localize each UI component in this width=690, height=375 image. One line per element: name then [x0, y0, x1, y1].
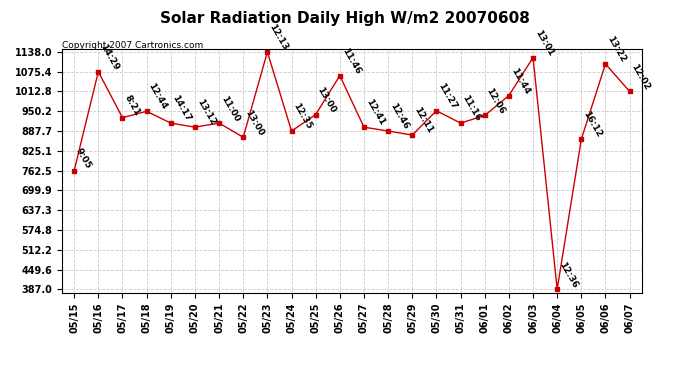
Text: 13:22: 13:22 [605, 34, 628, 64]
Text: 12:13: 12:13 [268, 22, 290, 52]
Text: 14:29: 14:29 [98, 42, 121, 72]
Text: 12:46: 12:46 [388, 102, 411, 131]
Text: Copyright 2007 Cartronics.com: Copyright 2007 Cartronics.com [62, 41, 204, 50]
Text: 11:27: 11:27 [437, 81, 459, 111]
Text: 11:16: 11:16 [461, 94, 483, 123]
Text: 13:00: 13:00 [243, 108, 265, 137]
Text: 12:11: 12:11 [412, 106, 435, 135]
Text: 12:35: 12:35 [291, 102, 314, 131]
Text: 12:41: 12:41 [364, 98, 386, 127]
Text: 12:36: 12:36 [558, 260, 580, 290]
Text: 14:17: 14:17 [170, 94, 193, 123]
Text: 11:46: 11:46 [339, 46, 362, 76]
Text: 12:06: 12:06 [484, 86, 506, 116]
Text: Solar Radiation Daily High W/m2 20070608: Solar Radiation Daily High W/m2 20070608 [160, 11, 530, 26]
Text: 13:00: 13:00 [316, 86, 337, 114]
Text: 13:12: 13:12 [195, 98, 217, 127]
Text: 13:01: 13:01 [533, 28, 555, 58]
Text: 11:00: 11:00 [219, 94, 241, 123]
Text: 9:05: 9:05 [75, 147, 93, 171]
Text: 12:02: 12:02 [629, 62, 651, 92]
Text: 12:44: 12:44 [146, 82, 169, 111]
Text: 11:44: 11:44 [509, 66, 531, 96]
Text: 8:21: 8:21 [123, 94, 141, 118]
Text: 16:12: 16:12 [581, 110, 604, 139]
